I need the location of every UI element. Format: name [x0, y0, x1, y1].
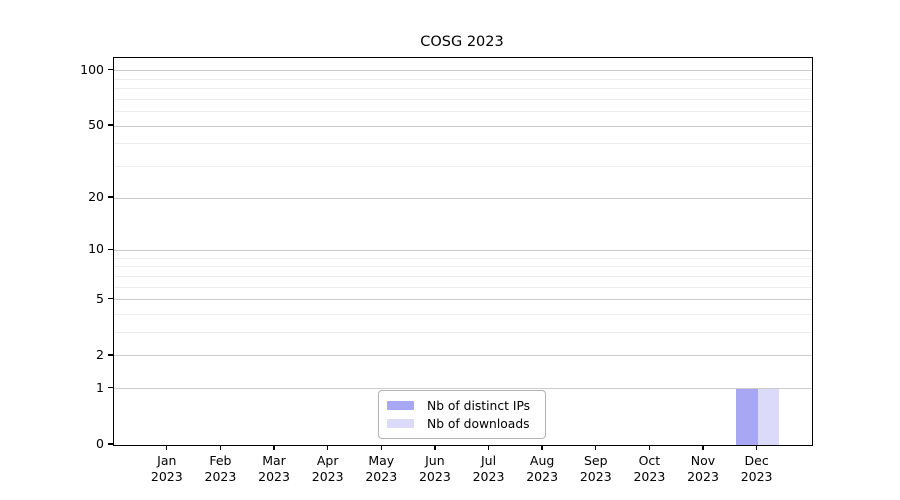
x-tick-label: Jan 2023 [135, 453, 199, 485]
major-gridline [114, 355, 812, 357]
x-tick-label: Oct 2023 [617, 453, 681, 485]
x-tick-label: Jul 2023 [457, 453, 521, 485]
x-tick-label: Apr 2023 [296, 453, 360, 485]
x-tick-month: May [368, 453, 395, 468]
y-tick-label: 0 [96, 436, 104, 451]
y-tick-label: 10 [88, 241, 104, 257]
x-tick-label: Feb 2023 [188, 453, 252, 485]
x-tick-label: Nov 2023 [671, 453, 735, 485]
legend: Nb of distinct IPs Nb of downloads [378, 390, 546, 439]
x-tick-year: 2023 [633, 469, 666, 484]
x-tick-month: Sep [583, 453, 608, 468]
major-gridline [114, 197, 812, 199]
y-tick-mark [108, 124, 113, 126]
x-tick-mark [273, 445, 275, 450]
minor-gridline [114, 313, 812, 315]
x-tick-month: Jul [480, 453, 497, 468]
y-tick-label: 50 [88, 117, 104, 133]
bar-nb-of-downloads [757, 388, 780, 445]
x-tick-label: Dec 2023 [725, 453, 789, 485]
x-tick-month: Dec [744, 453, 769, 468]
x-tick-mark [166, 445, 168, 450]
x-tick-month: Oct [638, 453, 661, 468]
x-tick-month: Nov [690, 453, 716, 468]
y-tick-mark [108, 196, 113, 198]
y-tick-mark [108, 68, 113, 71]
x-tick-year: 2023 [579, 469, 612, 484]
x-tick-year: 2023 [740, 469, 773, 484]
y-tick-mark [108, 443, 113, 445]
x-tick-label: Sep 2023 [564, 453, 628, 485]
x-tick-mark [327, 445, 329, 450]
x-tick-year: 2023 [418, 469, 451, 484]
y-tick-label: 20 [88, 189, 104, 205]
x-tick-mark [595, 445, 597, 450]
y-tick-label: 2 [96, 346, 104, 362]
minor-gridline [114, 143, 812, 145]
legend-item-downloads: Nb of downloads [385, 415, 539, 432]
x-tick-year: 2023 [526, 469, 559, 484]
minor-gridline [114, 266, 812, 268]
minor-gridline [114, 111, 812, 113]
x-tick-month: Feb [209, 453, 232, 468]
x-tick-month: Jun [425, 453, 445, 468]
plot-area [113, 57, 813, 446]
x-tick-month: Apr [316, 453, 339, 468]
legend-label-downloads: Nb of downloads [427, 416, 530, 431]
major-gridline [114, 249, 812, 251]
x-tick-mark [219, 445, 222, 450]
legend-label-distinct-ips: Nb of distinct IPs [427, 398, 531, 413]
minor-gridline [114, 98, 812, 100]
major-gridline [114, 125, 812, 127]
x-tick-month: Mar [262, 453, 286, 468]
y-tick-mark [108, 387, 113, 389]
legend-swatch-distinct-ips [387, 401, 414, 410]
major-gridline [114, 388, 812, 390]
x-tick-month: Jan [157, 453, 177, 468]
minor-gridline [114, 88, 812, 90]
major-gridline [114, 299, 812, 301]
minor-gridline [114, 165, 812, 167]
x-tick-year: 2023 [472, 469, 505, 484]
x-tick-label: Aug 2023 [510, 453, 574, 485]
x-tick-year: 2023 [150, 469, 183, 484]
minor-gridline [114, 332, 812, 334]
x-tick-mark [648, 445, 651, 450]
x-tick-label: May 2023 [349, 453, 413, 485]
x-tick-year: 2023 [365, 469, 398, 484]
legend-item-distinct-ips: Nb of distinct IPs [385, 397, 539, 414]
x-tick-year: 2023 [258, 469, 290, 484]
x-tick-mark [380, 445, 382, 450]
y-tick-mark [108, 354, 113, 356]
x-tick-year: 2023 [204, 469, 237, 484]
bar-nb-of-distinct-ips [736, 388, 758, 445]
y-tick-label: 100 [80, 61, 104, 77]
x-tick-mark [541, 445, 543, 450]
y-tick-mark [108, 248, 113, 251]
y-tick-mark [108, 298, 113, 300]
x-tick-year: 2023 [311, 469, 344, 484]
x-tick-year: 2023 [687, 469, 719, 484]
y-tick-label: 5 [96, 290, 104, 306]
x-tick-mark [755, 445, 758, 450]
major-gridline [114, 70, 812, 72]
x-tick-mark [702, 445, 704, 450]
legend-swatch-downloads [387, 419, 414, 428]
y-tick-label: 1 [96, 379, 104, 395]
x-tick-label: Jun 2023 [403, 453, 467, 485]
x-tick-mark [487, 445, 490, 450]
minor-gridline [114, 286, 812, 288]
minor-gridline [114, 275, 812, 277]
minor-gridline [114, 257, 812, 259]
minor-gridline [114, 78, 812, 80]
chart-title: COSG 2023 [420, 34, 504, 50]
x-tick-month: Aug [529, 453, 555, 468]
x-tick-mark [434, 445, 436, 450]
x-tick-label: Mar 2023 [242, 453, 306, 485]
